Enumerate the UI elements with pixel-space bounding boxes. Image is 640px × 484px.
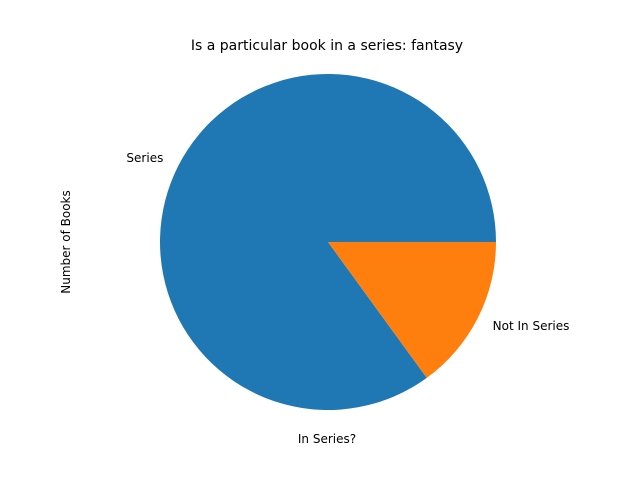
- pie-slice-not-in-series: [328, 242, 496, 378]
- chart-title: Is a particular book in a series: fantas…: [191, 38, 463, 54]
- y-axis-label: Number of Books: [59, 190, 73, 294]
- slice-label-not-in-series: Not In Series: [493, 319, 570, 333]
- pie-slice-series: [159, 74, 496, 411]
- slice-label-series: Series: [126, 151, 163, 165]
- pie-slices: [159, 74, 496, 411]
- pie-slice-labels: Series Not In Series: [126, 151, 569, 333]
- x-axis-label: In Series?: [298, 432, 356, 446]
